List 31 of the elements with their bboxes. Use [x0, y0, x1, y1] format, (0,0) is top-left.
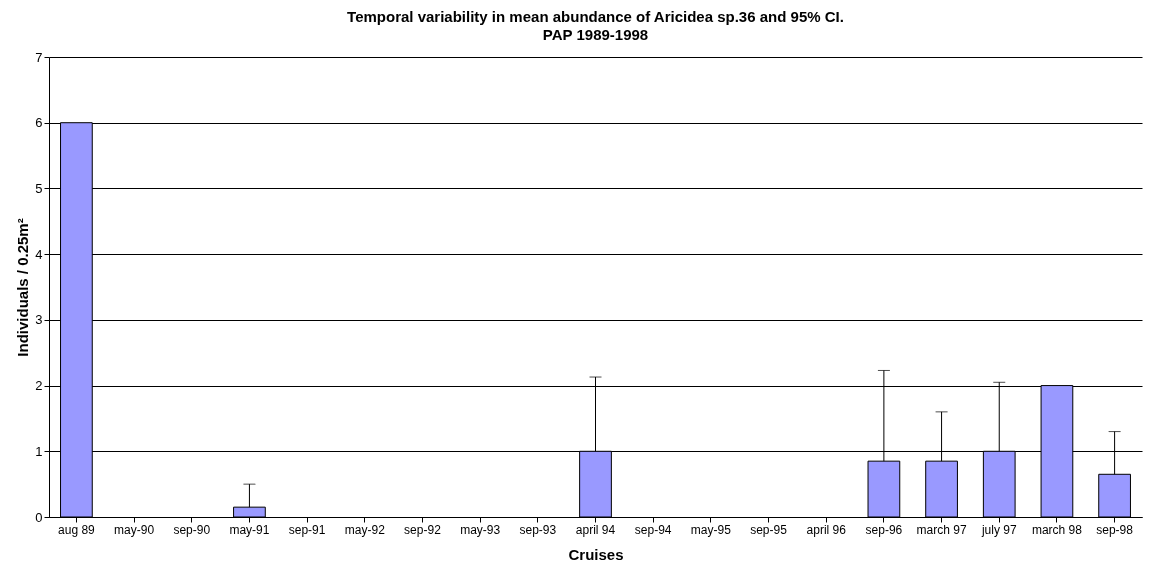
x-tick-label: sep-93	[519, 522, 557, 537]
x-tick-label: may-91	[229, 522, 270, 537]
x-tick-label: april 96	[806, 522, 847, 537]
x-tick-label: aug 89	[58, 522, 96, 537]
x-tick-label: may-95	[690, 522, 732, 537]
x-tick-label: march 98	[1031, 522, 1083, 537]
x-tick-label: july 97	[980, 522, 1017, 537]
chart-subtitle: PAP 1989-1998	[542, 26, 649, 43]
x-tick-label: sep-96	[865, 522, 903, 537]
y-axis-title: Individuals / 0.25m²	[14, 218, 32, 357]
y-tick-label: 7	[35, 49, 43, 65]
x-tick-label: sep-92	[404, 522, 442, 537]
y-tick-label: 3	[35, 312, 43, 328]
x-tick-label: sep-95	[750, 522, 788, 537]
y-tick-label: 6	[35, 115, 43, 131]
x-tick-label: sep-94	[634, 522, 672, 537]
x-tick-label: sep-90	[173, 522, 211, 537]
x-tick-label: sep-98	[1096, 522, 1134, 537]
x-tick-label: may-90	[114, 522, 155, 537]
x-tick-label: sep-91	[288, 522, 326, 537]
x-tick-label: may-92	[344, 522, 386, 537]
chart-title: Temporal variability in mean abundance of Aricidea sp.36 and 95% CI.	[347, 8, 844, 25]
x-axis-title: Cruises	[568, 545, 624, 563]
y-tick-label: 2	[35, 378, 43, 394]
x-tick-label: may-93	[460, 522, 501, 537]
y-tick-label: 4	[35, 246, 43, 262]
x-tick-label: april 94	[575, 522, 616, 537]
x-tick-label: march 97	[916, 522, 967, 537]
y-tick-label: 1	[35, 443, 43, 459]
y-tick-label: 5	[35, 180, 43, 196]
y-tick-label: 0	[35, 509, 43, 525]
